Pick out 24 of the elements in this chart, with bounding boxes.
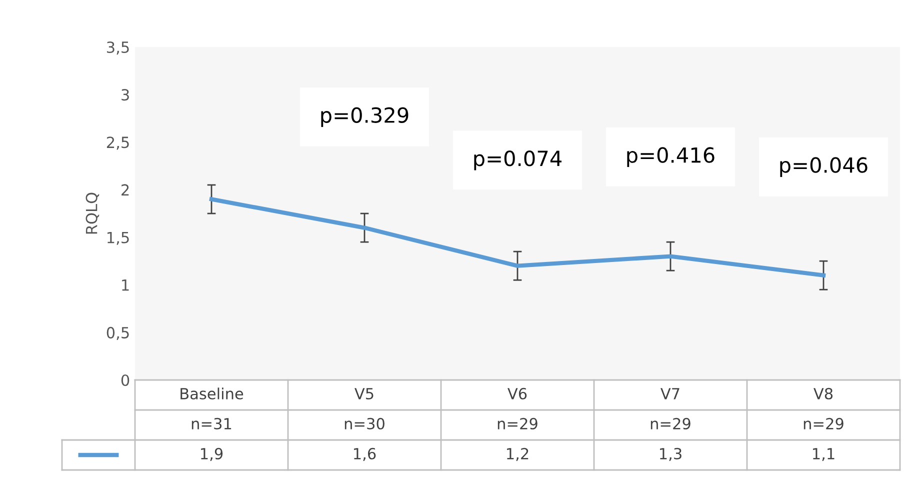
category-label: V6 n=29 (498, 388, 538, 430)
data-label: 1,6 (354, 448, 376, 461)
data-label: 1,9 (201, 448, 223, 461)
data-label: 1,2 (507, 448, 528, 461)
y-tick-label: 0,5 (106, 326, 129, 340)
category-label: V7 n=29 (650, 388, 690, 430)
line-series (209, 197, 826, 278)
y-tick-label: 1,5 (108, 232, 129, 245)
data-label: 1,1 (813, 448, 834, 461)
annotation: p=0.046 (780, 157, 868, 177)
y-axis-title: RQLQ (86, 192, 100, 234)
y-tick-label: 3 (122, 89, 129, 101)
category-label: V5 n=30 (344, 388, 384, 430)
annotation: p=0.416 (627, 147, 714, 167)
y-tick-label: 0 (121, 374, 130, 386)
category-label: Baseline n=31 (180, 388, 244, 430)
data-label: 1,3 (660, 448, 682, 461)
y-tick-label: 1 (122, 280, 129, 291)
category-label: V8 n=29 (804, 388, 844, 430)
y-tick-label: 3,5 (107, 41, 129, 55)
annotation: p=0.074 (474, 150, 562, 170)
annotation: p=0.329 (321, 107, 408, 128)
y-tick-label: 2,5 (106, 136, 129, 150)
y-tick-label: 2 (122, 184, 129, 196)
